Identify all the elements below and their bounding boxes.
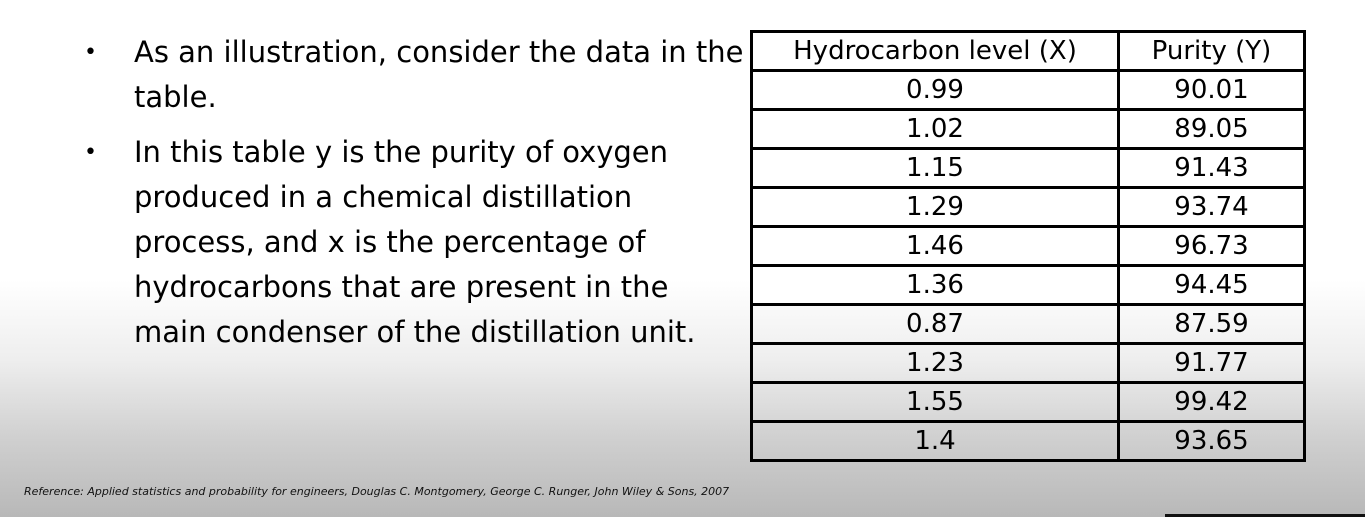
cell-hydrocarbon-level: 1.4 (750, 420, 1120, 462)
cell-purity: 91.77 (1117, 342, 1306, 384)
cell-hydrocarbon-level: 1.46 (750, 225, 1120, 267)
cell-hydrocarbon-level: 1.55 (750, 381, 1120, 423)
data-table: Hydrocarbon level (X) Purity (Y) 0.99 90… (750, 30, 1306, 462)
corner-divider (1165, 514, 1365, 517)
bullet-list: • As an illustration, consider the data … (84, 30, 744, 365)
cell-hydrocarbon-level: 0.87 (750, 303, 1120, 345)
cell-hydrocarbon-level: 1.23 (750, 342, 1120, 384)
cell-hydrocarbon-level: 1.02 (750, 108, 1120, 150)
bullet-text-description: In this table y is the purity of oxygen … (134, 135, 696, 349)
cell-purity: 90.01 (1117, 69, 1306, 111)
header-purity: Purity (Y) (1117, 30, 1306, 72)
bullet-item-illustration: • As an illustration, consider the data … (84, 30, 744, 120)
bullet-text-illustration: As an illustration, consider the data in… (134, 35, 744, 114)
table-row: 1.4 93.65 (750, 420, 1306, 462)
bullet-dot: • (84, 140, 97, 165)
cell-hydrocarbon-level: 0.99 (750, 69, 1120, 111)
cell-purity: 94.45 (1117, 264, 1306, 306)
table-row: 1.23 91.77 (750, 342, 1306, 384)
cell-purity: 89.05 (1117, 108, 1306, 150)
reference-citation: Reference: Applied statistics and probab… (24, 485, 730, 498)
table-row: 0.87 87.59 (750, 303, 1306, 345)
cell-hydrocarbon-level: 1.15 (750, 147, 1120, 189)
cell-purity: 96.73 (1117, 225, 1306, 267)
table-row: 1.02 89.05 (750, 108, 1306, 150)
bullet-dot: • (84, 40, 97, 65)
cell-purity: 93.74 (1117, 186, 1306, 228)
table-row: 1.55 99.42 (750, 381, 1306, 423)
cell-purity: 99.42 (1117, 381, 1306, 423)
table-row: 1.15 91.43 (750, 147, 1306, 189)
cell-hydrocarbon-level: 1.36 (750, 264, 1120, 306)
table-row: 1.29 93.74 (750, 186, 1306, 228)
table-row: 1.36 94.45 (750, 264, 1306, 306)
table-header-row: Hydrocarbon level (X) Purity (Y) (750, 30, 1306, 72)
header-hydrocarbon-level: Hydrocarbon level (X) (750, 30, 1120, 72)
cell-purity: 91.43 (1117, 147, 1306, 189)
cell-purity: 93.65 (1117, 420, 1306, 462)
cell-purity: 87.59 (1117, 303, 1306, 345)
table-row: 1.46 96.73 (750, 225, 1306, 267)
cell-hydrocarbon-level: 1.29 (750, 186, 1120, 228)
bullet-item-description: • In this table y is the purity of oxyge… (84, 130, 744, 355)
table-row: 0.99 90.01 (750, 69, 1306, 111)
